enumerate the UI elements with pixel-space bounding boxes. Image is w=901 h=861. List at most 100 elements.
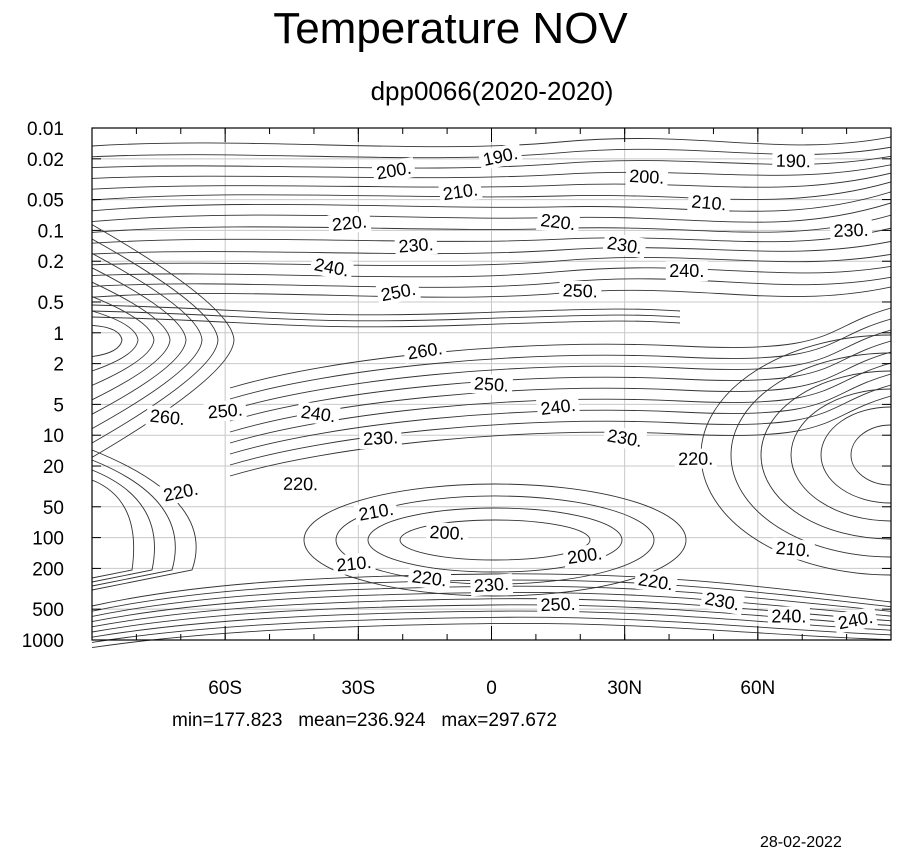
contour-label-bg bbox=[687, 191, 731, 215]
contour-label-text: 210. bbox=[357, 499, 395, 525]
x-tick-label: 60N bbox=[740, 678, 775, 699]
contour-line bbox=[91, 253, 892, 267]
contour-label: 260. bbox=[145, 405, 190, 430]
contour-label-text: 250. bbox=[379, 279, 417, 305]
contour-label-text: 230. bbox=[606, 233, 644, 258]
contour-label: 230. bbox=[602, 232, 647, 259]
contour-label-text: 230. bbox=[606, 425, 644, 451]
contour-label: 210. bbox=[438, 178, 483, 205]
contour-label-bg bbox=[767, 606, 810, 627]
contour-label-text: 250. bbox=[562, 280, 598, 301]
y-tick-label: 1 bbox=[53, 324, 64, 345]
contour-label-text: 200. bbox=[566, 543, 603, 568]
contour-label-bg bbox=[633, 568, 679, 595]
contour-label-bg bbox=[625, 165, 669, 188]
contour-label: 240. bbox=[767, 606, 810, 627]
chart-title: Temperature NOV bbox=[273, 4, 628, 53]
contour-label-bg bbox=[407, 565, 452, 591]
contour-label: 220. bbox=[279, 473, 322, 495]
contour-label-bg bbox=[327, 211, 372, 236]
contour-line bbox=[91, 469, 155, 583]
contour-label-text: 230. bbox=[833, 220, 869, 241]
contour-label: 220. bbox=[536, 209, 581, 235]
contour-line bbox=[229, 329, 892, 411]
contour-line bbox=[91, 616, 892, 643]
contour-label-bg bbox=[203, 399, 247, 423]
axis-ticks: 0.01 0.02 0.05 0.1 0.2 0.5 1 2 5 10 20 50 100 200 500 1… bbox=[22, 119, 891, 699]
contour-line bbox=[91, 573, 892, 607]
contour-line bbox=[91, 316, 681, 328]
plot-date: 28-02-2022 bbox=[760, 834, 842, 851]
y-tick-label: 0.01 bbox=[27, 119, 64, 140]
contour-label: 230. bbox=[602, 424, 648, 452]
contour-label-bg bbox=[279, 473, 322, 495]
contour-label-text: 230. bbox=[703, 588, 741, 614]
contour-label-text: 210. bbox=[335, 552, 372, 576]
contour-label: 220. bbox=[327, 211, 372, 236]
contour-line bbox=[91, 310, 139, 372]
contour-label: 230. bbox=[359, 427, 403, 450]
contour-label: 240. bbox=[665, 261, 708, 282]
contour-line bbox=[760, 370, 892, 540]
x-tick-label: 30N bbox=[607, 678, 642, 699]
contour-line bbox=[91, 449, 197, 591]
stats-summary: min=177.823 mean=236.924 max=297.672 bbox=[172, 710, 558, 731]
contour-label: 250. bbox=[469, 373, 514, 396]
y-tick-label: 2 bbox=[53, 355, 64, 376]
contour-label-bg bbox=[771, 537, 816, 562]
contour-label-text: 220. bbox=[331, 211, 368, 235]
contour-label-bg bbox=[558, 280, 602, 302]
contour-label: 220. bbox=[158, 478, 204, 507]
contour-label: 200. bbox=[425, 521, 469, 544]
contour-label-bg bbox=[829, 219, 873, 242]
contour-label-bg bbox=[562, 542, 607, 569]
contour-label-bg bbox=[331, 551, 376, 576]
contour-line bbox=[850, 424, 892, 486]
contour-label-bg bbox=[477, 142, 523, 171]
contour-label: 220. bbox=[674, 448, 717, 470]
contour-label-bg bbox=[699, 587, 745, 616]
contour-label: 260. bbox=[402, 337, 448, 364]
contour-label-text: 220. bbox=[637, 569, 675, 594]
y-tick-label: 0.05 bbox=[27, 191, 64, 212]
contour-line bbox=[229, 373, 892, 455]
contour-label: 250. bbox=[558, 280, 602, 302]
contour-line bbox=[91, 172, 892, 190]
contour-line bbox=[91, 253, 203, 429]
contour-label-text: 250. bbox=[207, 399, 244, 422]
contour-label: 250. bbox=[203, 399, 247, 423]
contour-label: 240. bbox=[536, 394, 581, 420]
contour-label-bg bbox=[145, 405, 190, 430]
contour-label-text: 230. bbox=[398, 234, 434, 256]
contour-label-bg bbox=[359, 427, 403, 450]
contour-label-text: 200. bbox=[629, 166, 665, 188]
y-tick-label: 0.02 bbox=[27, 150, 64, 171]
contour-label-text: 260. bbox=[406, 338, 444, 363]
contour-label-text: 220. bbox=[162, 479, 200, 506]
contour-label-bg bbox=[394, 233, 438, 257]
contour-line bbox=[91, 324, 123, 358]
y-tick-label: 5 bbox=[53, 395, 64, 416]
y-tick-label: 200 bbox=[32, 559, 64, 580]
contour-label-bg bbox=[353, 498, 399, 526]
contour-line bbox=[91, 181, 892, 201]
contour-label: 210. bbox=[687, 191, 731, 215]
contour-label-text: 210. bbox=[775, 538, 812, 561]
contour-label: 250. bbox=[536, 593, 580, 616]
contour-label: 230. bbox=[829, 219, 873, 242]
contour-label-text: 240. bbox=[771, 607, 806, 627]
contour-labels: 190. 190.200. 200.210. 210.220. 220.230. 230.… bbox=[145, 142, 879, 634]
y-tick-label: 500 bbox=[32, 600, 64, 621]
contour-label-text: 260. bbox=[149, 406, 186, 430]
contour-label-bg bbox=[469, 373, 514, 396]
contour-line bbox=[229, 307, 892, 389]
contour-label: 220. bbox=[633, 568, 679, 595]
contour-label-bg bbox=[296, 401, 341, 427]
contour-label-text: 190. bbox=[776, 151, 811, 172]
contour-label: 210. bbox=[331, 551, 376, 576]
y-tick-label: 10 bbox=[43, 426, 64, 447]
contour-label-bg bbox=[158, 478, 204, 507]
contour-line bbox=[91, 276, 892, 288]
contour-label-text: 220. bbox=[539, 210, 576, 234]
